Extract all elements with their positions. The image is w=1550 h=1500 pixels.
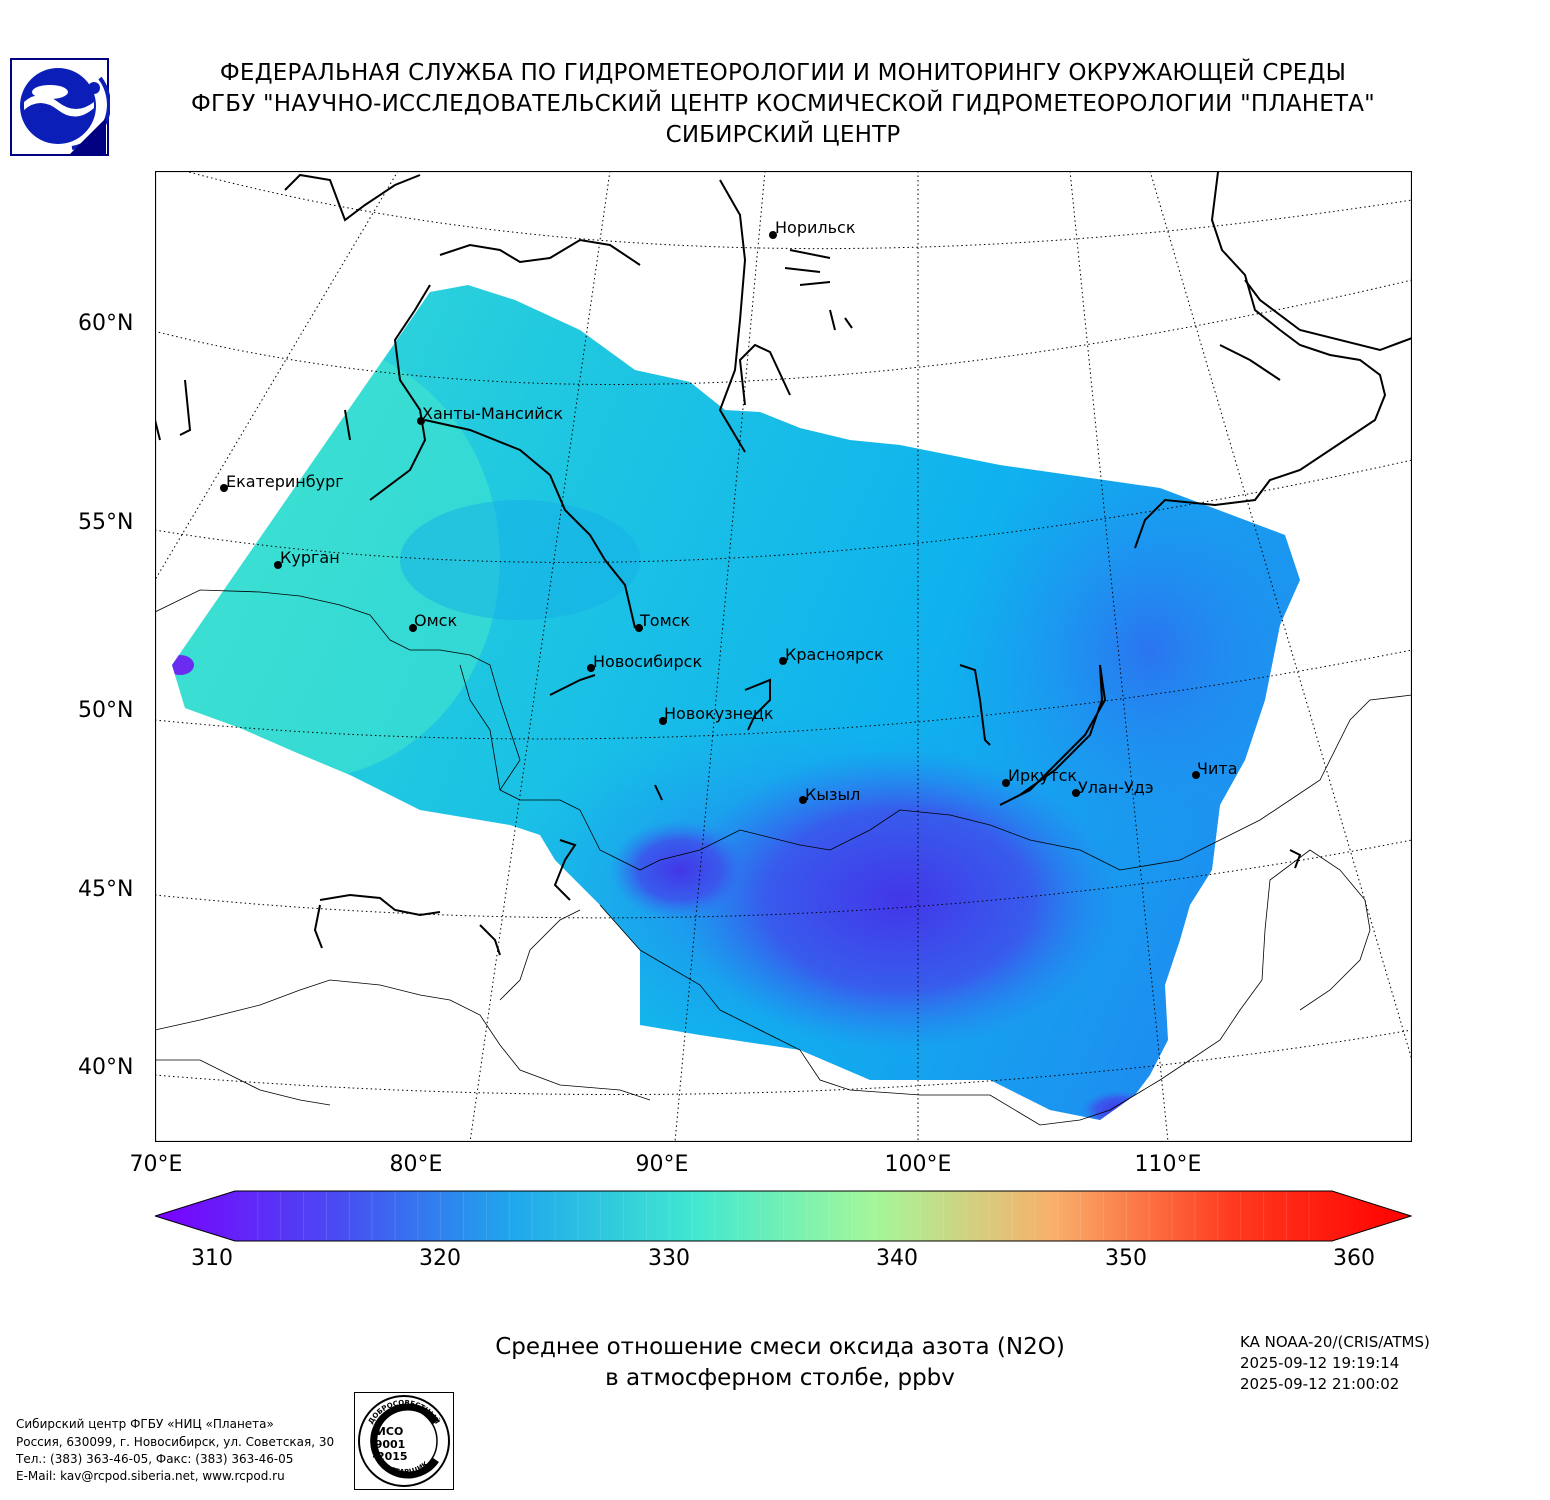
city-dot-kyzyl xyxy=(799,796,807,804)
footer-line-3: Тел.: (383) 363-46-05, Факс: (383) 363-4… xyxy=(16,1452,294,1466)
colorbar-tick-320: 320 xyxy=(419,1246,461,1271)
city-dot-chita xyxy=(1192,771,1200,779)
map-panel xyxy=(155,171,1412,1142)
city-label-krasnoyarsk: Красноярск xyxy=(785,645,884,664)
city-dot-kurgan xyxy=(274,561,282,569)
city-dot-novokuznetsk xyxy=(659,717,667,725)
iso-9001-badge: ДОБРОСОВЕСТНЫЙ ПОСТАВЩИК ИСО 9001 -2015 xyxy=(354,1392,454,1490)
city-dot-ekaterinburg xyxy=(220,484,228,492)
city-label-khanty-mansiysk: Ханты-Мансийск xyxy=(422,404,564,423)
city-label-omsk: Омск xyxy=(414,611,458,630)
city-dot-tomsk xyxy=(635,624,643,632)
header-line-3: СИБИРСКИЙ ЦЕНТР xyxy=(665,122,901,148)
city-label-ulan-ude: Улан-Удэ xyxy=(1078,778,1154,797)
lon-label-90: 90°E xyxy=(635,1152,689,1177)
footer-line-4: E-Mail: kav@rcpod.siberia.net, www.rcpod… xyxy=(16,1469,285,1483)
city-label-chita: Чита xyxy=(1197,759,1238,778)
footer-line-2: Россия, 630099, г. Новосибирск, ул. Сове… xyxy=(16,1435,335,1449)
city-label-kurgan: Курган xyxy=(280,548,340,567)
colorbar-tick-310: 310 xyxy=(191,1246,233,1271)
city-label-irkutsk: Иркутск xyxy=(1008,766,1078,785)
iso-badge-mid2: 9001 xyxy=(375,1438,406,1451)
city-dot-norilsk xyxy=(769,231,777,239)
city-label-novokuznetsk: Новокузнецк xyxy=(664,704,774,723)
colorbar-tick-330: 330 xyxy=(648,1246,690,1271)
colorbar-tick-360: 360 xyxy=(1333,1246,1375,1271)
time-end: 2025-09-12 21:00:02 xyxy=(1240,1375,1400,1393)
city-dot-omsk xyxy=(409,624,417,632)
city-label-kyzyl: Кызыл xyxy=(805,785,861,804)
city-label-norilsk: Норильск xyxy=(775,218,856,237)
lon-label-110: 110°E xyxy=(1134,1152,1202,1177)
iso-badge-mid3: -2015 xyxy=(372,1450,407,1463)
planeta-logo xyxy=(10,58,111,156)
lon-label-80: 80°E xyxy=(389,1152,443,1177)
footer-line-1: Сибирский центр ФГБУ «НИЦ «Планета» xyxy=(16,1417,274,1431)
lat-label-45: 45°N xyxy=(78,877,134,902)
header-line-1: ФЕДЕРАЛЬНАЯ СЛУЖБА ПО ГИДРОМЕТЕОРОЛОГИИ … xyxy=(219,60,1347,86)
lat-label-55: 55°N xyxy=(78,510,134,535)
city-dot-ulan-ude xyxy=(1072,789,1080,797)
city-dot-khanty-mansiysk xyxy=(417,417,425,425)
colorbar-tick-350: 350 xyxy=(1105,1246,1147,1271)
iso-badge-mid1: ИСО xyxy=(377,1425,404,1438)
colorbar xyxy=(155,1190,1412,1242)
satellite-label: KA NOAA-20/(CRIS/ATMS) xyxy=(1240,1333,1430,1351)
time-start: 2025-09-12 19:19:14 xyxy=(1240,1354,1400,1372)
colorbar-tick-340: 340 xyxy=(876,1246,918,1271)
city-label-tomsk: Томск xyxy=(640,611,691,630)
lat-label-40: 40°N xyxy=(78,1055,134,1080)
graticule xyxy=(155,171,1412,1142)
lon-label-70: 70°E xyxy=(129,1152,183,1177)
lat-label-60: 60°N xyxy=(78,311,134,336)
caption-line-2: в атмосферном столбе, ppbv xyxy=(605,1365,955,1391)
city-label-novosibirsk: Новосибирск xyxy=(593,652,703,671)
lat-label-50: 50°N xyxy=(78,698,134,723)
lon-label-100: 100°E xyxy=(884,1152,952,1177)
coastlines-rivers xyxy=(155,171,1412,956)
city-dot-novosibirsk xyxy=(587,664,595,672)
city-dot-irkutsk xyxy=(1002,779,1010,787)
country-borders xyxy=(155,589,1412,1126)
city-dot-krasnoyarsk xyxy=(779,657,787,665)
caption-line-1: Среднее отношение смеси оксида азота (N2… xyxy=(495,1334,1065,1360)
city-label-ekaterinburg: Екатеринбург xyxy=(226,472,344,491)
header-line-2: ФГБУ "НАУЧНО-ИССЛЕДОВАТЕЛЬСКИЙ ЦЕНТР КОС… xyxy=(191,91,1375,117)
